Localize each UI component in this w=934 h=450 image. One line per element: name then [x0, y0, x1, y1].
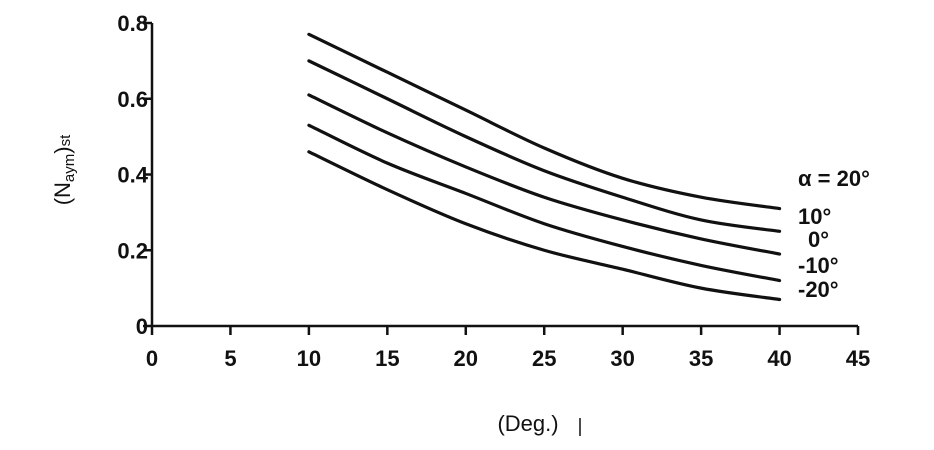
y-axis-title-main: (N [50, 182, 75, 205]
series-line [307, 93, 782, 256]
series-line [307, 123, 782, 283]
series-label: 10° [798, 204, 831, 229]
y-axis-title-suffix: st [57, 134, 74, 147]
series-label: -20° [798, 277, 839, 302]
series-group [307, 32, 782, 302]
x-tick-label: 35 [689, 346, 713, 371]
x-tick-label: 25 [532, 346, 556, 371]
x-tick-label: 30 [610, 346, 634, 371]
y-tick-label: 0.8 [117, 11, 148, 36]
x-tick-label: 0 [146, 346, 158, 371]
x-tick-label: 5 [224, 346, 236, 371]
x-tick-label: 15 [375, 346, 399, 371]
x-tick-label: 20 [454, 346, 478, 371]
y-axis-title-subscript: aym [61, 154, 78, 182]
series-label: -10° [798, 253, 839, 278]
y-tick-label: 0.6 [117, 87, 148, 112]
series-label: α = 20° [798, 166, 870, 191]
curve-labels: α = 20° 10°0°-10°-20° [798, 166, 870, 302]
y-tick-label: 0 [136, 314, 148, 339]
series-line [307, 150, 782, 302]
y-tick-label: 0.2 [117, 238, 148, 263]
x-tick-label: 10 [297, 346, 321, 371]
y-tick-label: 0.4 [117, 163, 148, 188]
y-axis-title-close: ) [50, 146, 75, 153]
series-line [307, 32, 782, 211]
series-label: 0° [808, 227, 829, 252]
series-line [307, 59, 782, 233]
y-axis-title: (Naym)st [50, 134, 78, 205]
axes [150, 23, 858, 328]
x-tick-label: 40 [767, 346, 791, 371]
x-tick-label: 45 [846, 346, 870, 371]
x-axis-title: (Deg.) [497, 411, 558, 436]
ticks: 0 5 10 15 20 25 30 35 40 45 0 0.2 0.4 0.6 0.8 [117, 11, 870, 371]
